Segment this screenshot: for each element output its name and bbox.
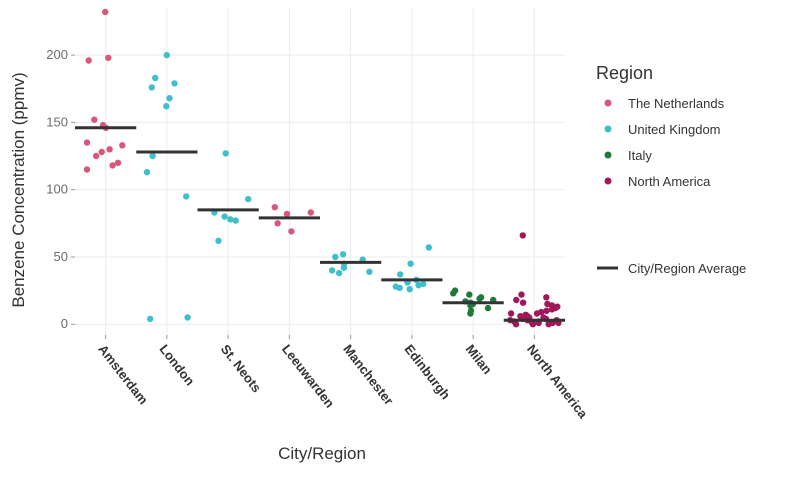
x-tick-label: North America (524, 342, 591, 422)
data-point (152, 74, 159, 82)
data-point (149, 152, 156, 160)
data-point (533, 310, 541, 317)
x-tick-label: St. Neots (218, 342, 265, 396)
data-point (109, 162, 116, 169)
data-point (222, 150, 229, 157)
data-point (184, 314, 191, 321)
data-point (83, 139, 91, 146)
data-point (98, 148, 105, 156)
data-point (106, 146, 113, 153)
x-axis-ticks: Amsterdam London St. Neots Leeuwarden Manche… (95, 335, 591, 422)
data-point (102, 8, 109, 16)
y-axis-ticks: 0 50 100 150 200 (46, 47, 75, 331)
data-point (340, 264, 348, 271)
legend-label: Italy (628, 148, 652, 163)
y-tick-label: 150 (46, 114, 68, 129)
data-point (406, 286, 413, 293)
legend-marker (604, 177, 612, 185)
data-point (543, 307, 550, 314)
data-point (183, 193, 190, 200)
data-point (215, 237, 222, 244)
data-point (513, 296, 520, 304)
data-point (85, 57, 92, 64)
data-point (328, 267, 336, 274)
data-point (529, 321, 537, 328)
data-point (91, 116, 98, 123)
data-point (245, 195, 252, 203)
x-axis-title: City/Region (278, 444, 366, 463)
legend-label: The Netherlands (628, 96, 725, 111)
data-point (114, 159, 122, 166)
data-point (425, 244, 432, 251)
average-lines (75, 126, 565, 322)
data-point (466, 291, 473, 298)
data-point (148, 84, 155, 91)
data-point (288, 228, 295, 235)
data-point (166, 95, 173, 102)
data-point (171, 80, 178, 87)
legend-label: United Kingdom (628, 122, 721, 137)
data-point (163, 51, 170, 59)
data-point (476, 295, 483, 302)
data-point (274, 220, 281, 227)
data-point (519, 232, 526, 239)
data-point (518, 291, 525, 298)
data-point (548, 306, 556, 313)
y-axis-title: Benzene Concentration (ppmv) (9, 72, 28, 307)
data-point (83, 166, 91, 173)
data-point (519, 299, 527, 306)
data-point (105, 54, 112, 61)
data-points (83, 8, 562, 328)
grid (75, 8, 565, 335)
data-point (543, 294, 550, 301)
data-point (232, 217, 239, 224)
data-point (507, 310, 515, 317)
data-point (163, 103, 170, 110)
data-point (119, 142, 126, 149)
data-point (332, 253, 339, 261)
legend: Region The Netherlands United Kingdom Ital… (596, 63, 746, 276)
data-point (450, 290, 457, 297)
legend-marker (604, 125, 612, 133)
x-tick-label: Manchester (340, 342, 396, 408)
data-point (92, 152, 100, 160)
y-tick-label: 0 (61, 316, 68, 331)
data-point (415, 282, 422, 289)
x-tick-label: Edinburgh (402, 342, 454, 402)
data-point (283, 210, 291, 218)
data-point (407, 260, 414, 267)
legend-label: North America (628, 174, 711, 189)
data-point (335, 269, 343, 277)
data-point (545, 321, 552, 328)
x-tick-label: Leeuwarden (279, 342, 338, 411)
legend-title: Region (596, 63, 653, 83)
data-point (307, 209, 314, 216)
y-tick-label: 100 (46, 182, 68, 197)
data-point (467, 310, 474, 317)
x-tick-label: Milan (463, 342, 495, 377)
data-point (366, 268, 373, 275)
data-point (221, 213, 228, 220)
data-point (397, 271, 404, 278)
data-point (396, 284, 403, 292)
data-point (339, 251, 347, 258)
data-point (271, 204, 278, 211)
data-point (147, 315, 154, 323)
x-tick-label: Amsterdam (95, 342, 151, 408)
y-tick-label: 50 (54, 249, 68, 264)
legend-marker (604, 99, 612, 107)
y-tick-label: 200 (46, 47, 68, 62)
legend-average-label: City/Region Average (628, 261, 746, 276)
data-point (512, 321, 520, 328)
data-point (227, 216, 234, 223)
data-point (484, 304, 492, 312)
legend-marker (604, 151, 612, 159)
x-tick-label: London (157, 342, 198, 389)
data-point (143, 169, 151, 176)
